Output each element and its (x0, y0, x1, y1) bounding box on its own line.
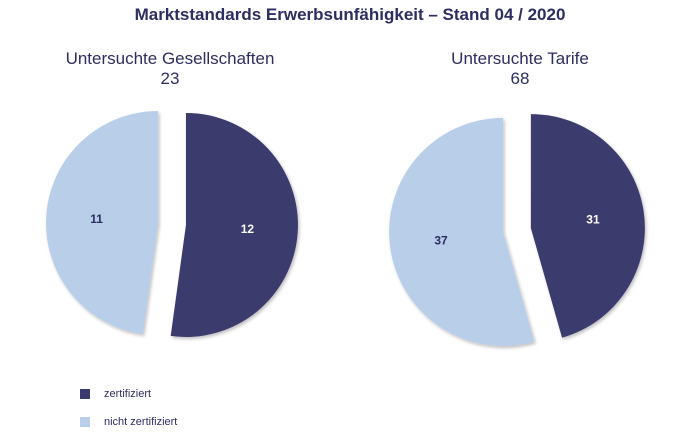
legend-item-nicht-zertifiziert: nicht zertifiziert (80, 408, 177, 436)
pie-header-tarife: Untersuchte Tarife 68 (380, 49, 660, 89)
legend-swatch-dark (80, 389, 90, 399)
pie-title: Untersuchte Tarife (451, 49, 589, 68)
legend-item-zertifiziert: zertifiziert (80, 380, 177, 408)
chart-title: Marktstandards Erwerbsunfähigkeit – Stan… (134, 5, 566, 24)
legend: zertifiziert nicht zertifiziert (80, 380, 177, 436)
pie-header-gesellschaften: Untersuchte Gesellschaften 23 (30, 49, 310, 89)
legend-swatch-light (80, 417, 90, 427)
legend-label: nicht zertifiziert (104, 416, 178, 428)
slice-value-label: 11 (90, 212, 103, 226)
legend-label: zertifiziert (104, 388, 152, 400)
slice-zertifiziert (170, 112, 298, 337)
pie-title: Untersuchte Gesellschaften (65, 49, 275, 68)
slice-value-label: 31 (586, 212, 600, 226)
pie-total: 23 (160, 69, 180, 88)
pie-total: 68 (510, 69, 530, 88)
slice-value-label: 37 (434, 234, 448, 248)
slice-nicht-zertifiziert (389, 117, 535, 346)
slice-value-label: 12 (241, 222, 255, 236)
slice-zertifiziert (530, 114, 645, 338)
pie-gesellschaften: 12 11 (46, 111, 298, 337)
slice-nicht-zertifiziert (46, 111, 159, 335)
pie-tarife: 31 37 (389, 114, 645, 346)
